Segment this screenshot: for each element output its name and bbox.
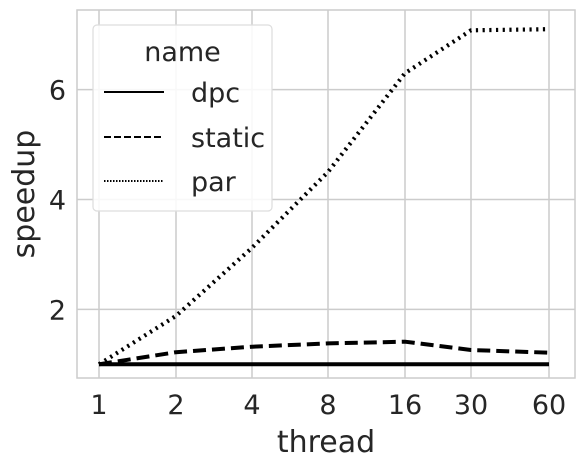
series-lines <box>97 27 550 367</box>
x-tick-label: 60 <box>532 390 566 421</box>
x-tick-label: 4 <box>243 390 260 421</box>
legend-title: name <box>144 37 221 68</box>
y-tick-label: 2 <box>49 295 66 326</box>
series-line-static <box>98 339 550 367</box>
x-axis-label: thread <box>277 425 375 460</box>
legend-label-dpc: dpc <box>191 78 240 109</box>
legend-label-static: static <box>191 123 265 154</box>
series-line-par <box>97 27 550 367</box>
x-tick-label: 2 <box>167 390 184 421</box>
legend: name dpc static par <box>92 24 273 212</box>
y-axis-ticks: 2 4 6 <box>49 76 66 327</box>
legend-items: dpc static par <box>104 78 265 198</box>
x-tick-label: 8 <box>319 390 336 421</box>
x-axis-ticks: 1 2 4 8 16 30 60 <box>90 390 566 421</box>
x-tick-label: 1 <box>90 390 107 421</box>
y-tick-label: 4 <box>49 185 66 216</box>
y-axis-label: speedup <box>7 130 42 259</box>
y-tick-label: 6 <box>49 76 66 107</box>
x-tick-label: 30 <box>454 390 488 421</box>
plot-frame <box>76 9 576 379</box>
x-tick-label: 16 <box>388 390 422 421</box>
legend-label-par: par <box>191 167 237 198</box>
legend-box <box>92 24 273 212</box>
